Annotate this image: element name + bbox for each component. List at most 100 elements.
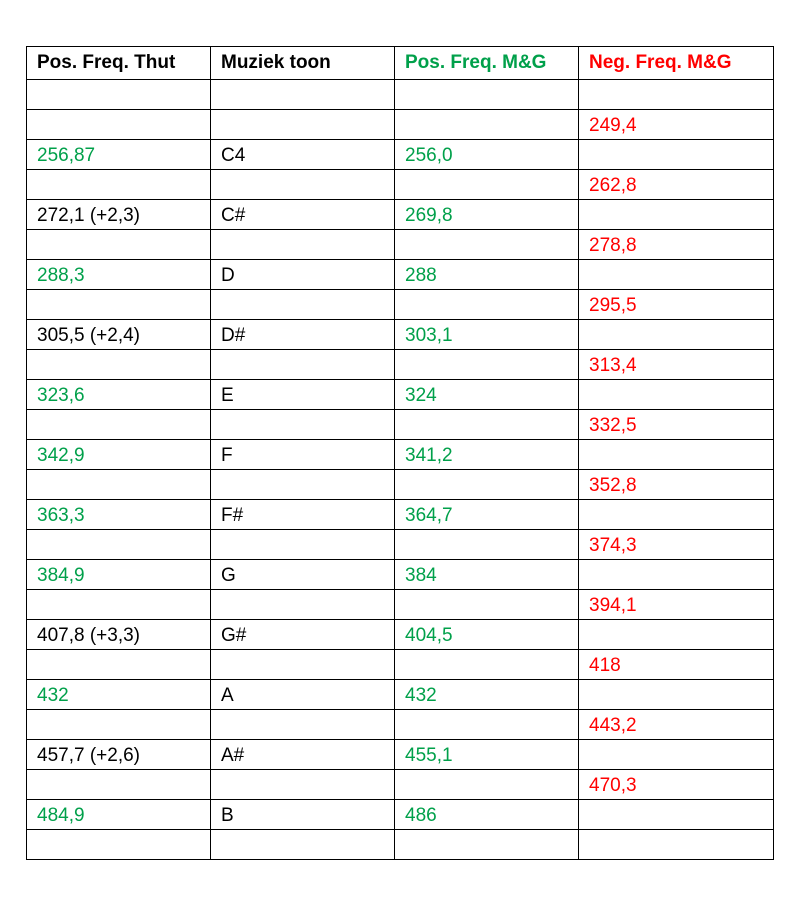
table-row: 256,87 C4 256,0: [26, 139, 774, 170]
cell-pos-freq-thut: 342,9: [26, 439, 211, 470]
cell-pos-freq-mg: [394, 589, 579, 620]
cell-pos-freq-mg: 364,7: [394, 499, 579, 530]
cell-pos-freq-mg: 303,1: [394, 319, 579, 350]
cell-pos-freq-mg: 341,2: [394, 439, 579, 470]
cell-neg-freq-mg: [578, 679, 774, 710]
cell-pos-freq-mg: [394, 229, 579, 260]
cell-muziek-toon: [210, 79, 395, 110]
cell-pos-freq-thut: 272,1 (+2,3): [26, 199, 211, 230]
cell-neg-freq-mg: [578, 799, 774, 830]
table-row: 249,4: [26, 109, 774, 140]
cell-neg-freq-mg: 332,5: [578, 409, 774, 440]
cell-pos-freq-mg: [394, 169, 579, 200]
table-body: 249,4 256,87 C4 256,0 262,8 272,1 (+2,3) C# 269…: [26, 79, 774, 860]
cell-pos-freq-mg: 384: [394, 559, 579, 590]
table-row: 457,7 (+2,6) A# 455,1: [26, 739, 774, 770]
cell-pos-freq-thut: 305,5 (+2,4): [26, 319, 211, 350]
cell-pos-freq-thut: [26, 709, 211, 740]
cell-neg-freq-mg: 313,4: [578, 349, 774, 380]
table-row: 384,9 G 384: [26, 559, 774, 590]
cell-muziek-toon: F: [210, 439, 395, 470]
table-row: 342,9 F 341,2: [26, 439, 774, 470]
cell-neg-freq-mg: [578, 319, 774, 350]
cell-muziek-toon: E: [210, 379, 395, 410]
cell-neg-freq-mg: [578, 499, 774, 530]
header-muziek-toon: Muziek toon: [210, 46, 395, 80]
cell-muziek-toon: [210, 109, 395, 140]
cell-neg-freq-mg: 443,2: [578, 709, 774, 740]
cell-neg-freq-mg: [578, 559, 774, 590]
table-row: 323,6 E 324: [26, 379, 774, 410]
table-row: 313,4: [26, 349, 774, 380]
cell-muziek-toon: [210, 529, 395, 560]
cell-neg-freq-mg: 295,5: [578, 289, 774, 320]
cell-pos-freq-thut: 457,7 (+2,6): [26, 739, 211, 770]
table-row: 418: [26, 649, 774, 680]
table-row: 443,2: [26, 709, 774, 740]
cell-pos-freq-thut: 484,9: [26, 799, 211, 830]
cell-muziek-toon: [210, 649, 395, 680]
cell-pos-freq-thut: [26, 829, 211, 860]
cell-muziek-toon: A: [210, 679, 395, 710]
cell-pos-freq-thut: 323,6: [26, 379, 211, 410]
cell-neg-freq-mg: [578, 439, 774, 470]
table-row: 407,8 (+3,3) G# 404,5: [26, 619, 774, 650]
cell-pos-freq-thut: [26, 289, 211, 320]
cell-neg-freq-mg: [578, 829, 774, 860]
table-row: 295,5: [26, 289, 774, 320]
cell-neg-freq-mg: 249,4: [578, 109, 774, 140]
cell-pos-freq-thut: 256,87: [26, 139, 211, 170]
cell-muziek-toon: [210, 229, 395, 260]
cell-pos-freq-thut: [26, 409, 211, 440]
cell-muziek-toon: D: [210, 259, 395, 290]
cell-pos-freq-mg: [394, 709, 579, 740]
cell-pos-freq-thut: 384,9: [26, 559, 211, 590]
table-row: 288,3 D 288: [26, 259, 774, 290]
cell-muziek-toon: G: [210, 559, 395, 590]
cell-neg-freq-mg: 352,8: [578, 469, 774, 500]
cell-muziek-toon: B: [210, 799, 395, 830]
cell-muziek-toon: [210, 589, 395, 620]
cell-pos-freq-mg: [394, 289, 579, 320]
cell-pos-freq-thut: [26, 79, 211, 110]
cell-neg-freq-mg: [578, 259, 774, 290]
cell-pos-freq-mg: [394, 79, 579, 110]
cell-muziek-toon: [210, 769, 395, 800]
cell-pos-freq-mg: [394, 649, 579, 680]
cell-muziek-toon: C4: [210, 139, 395, 170]
cell-pos-freq-thut: [26, 649, 211, 680]
cell-muziek-toon: [210, 829, 395, 860]
table-row: [26, 829, 774, 860]
table-row: 278,8: [26, 229, 774, 260]
cell-muziek-toon: [210, 349, 395, 380]
cell-pos-freq-mg: [394, 829, 579, 860]
frequency-table: Pos. Freq. Thut Muziek toon Pos. Freq. M…: [26, 46, 774, 860]
cell-neg-freq-mg: 394,1: [578, 589, 774, 620]
table-row: 352,8: [26, 469, 774, 500]
cell-muziek-toon: C#: [210, 199, 395, 230]
cell-pos-freq-mg: 432: [394, 679, 579, 710]
cell-muziek-toon: [210, 169, 395, 200]
header-pos-freq-mg: Pos. Freq. M&G: [394, 46, 579, 80]
cell-pos-freq-thut: [26, 589, 211, 620]
header-neg-freq-mg: Neg. Freq. M&G: [578, 46, 774, 80]
table-row: 484,9 B 486: [26, 799, 774, 830]
cell-neg-freq-mg: [578, 379, 774, 410]
cell-muziek-toon: [210, 469, 395, 500]
table-row: 272,1 (+2,3) C# 269,8: [26, 199, 774, 230]
cell-pos-freq-mg: [394, 409, 579, 440]
table-row: 332,5: [26, 409, 774, 440]
table-row: 394,1: [26, 589, 774, 620]
cell-pos-freq-thut: [26, 169, 211, 200]
cell-pos-freq-mg: [394, 469, 579, 500]
cell-neg-freq-mg: [578, 619, 774, 650]
table-row: 470,3: [26, 769, 774, 800]
table-row: 262,8: [26, 169, 774, 200]
cell-neg-freq-mg: 278,8: [578, 229, 774, 260]
cell-pos-freq-thut: [26, 229, 211, 260]
cell-muziek-toon: G#: [210, 619, 395, 650]
cell-neg-freq-mg: 374,3: [578, 529, 774, 560]
cell-muziek-toon: [210, 709, 395, 740]
header-pos-freq-thut: Pos. Freq. Thut: [26, 46, 211, 80]
cell-pos-freq-mg: 455,1: [394, 739, 579, 770]
